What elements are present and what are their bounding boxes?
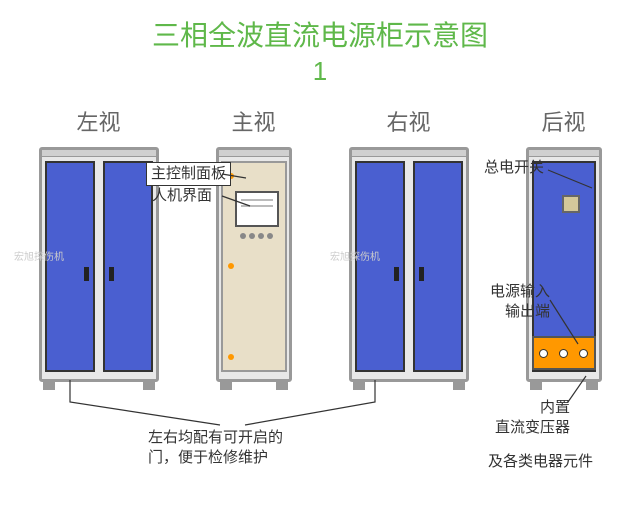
button-row-icon xyxy=(235,233,279,241)
view-back-label: 后视 xyxy=(541,105,585,137)
screen-icon xyxy=(235,191,279,227)
main-switch-icon xyxy=(562,195,580,213)
top-bar xyxy=(41,149,157,157)
handle-icon xyxy=(109,267,114,281)
door-left-panel xyxy=(355,161,405,372)
view-front: 主视 xyxy=(216,105,292,382)
top-bar xyxy=(218,149,290,157)
annot-doors-l1: 左右均配有可开启的 xyxy=(148,428,283,448)
foot-icon xyxy=(143,382,155,390)
foot-icon xyxy=(43,382,55,390)
foot-icon xyxy=(586,382,598,390)
view-right: 右视 xyxy=(349,105,469,382)
cabinet-right xyxy=(349,147,469,382)
door-left-panel xyxy=(45,161,95,372)
handle-icon xyxy=(84,267,89,281)
foot-icon xyxy=(353,382,365,390)
annot-xfmr-l2: 直流变压器 xyxy=(474,418,570,438)
annot-xfmr-l1: 内置 xyxy=(490,398,570,418)
door-right-panel xyxy=(103,161,153,372)
annot-io-l1: 电源输入 xyxy=(484,282,550,302)
annot-control-panel: 主控制面板 xyxy=(146,162,231,186)
diagram-title: 三相全波直流电源柜示意图 xyxy=(0,0,640,54)
view-back: 后视 xyxy=(526,105,602,382)
top-bar xyxy=(528,149,600,157)
annot-io-l2: 输出端 xyxy=(484,302,550,322)
handle-icon xyxy=(419,267,424,281)
foot-icon xyxy=(276,382,288,390)
cabinet-left xyxy=(39,147,159,382)
view-left-label: 左视 xyxy=(76,105,120,137)
view-right-label: 右视 xyxy=(386,105,430,137)
handle-icon xyxy=(394,267,399,281)
panel-body xyxy=(221,161,287,372)
foot-icon xyxy=(453,382,465,390)
annot-doors-l2: 门，便于检修维护 xyxy=(148,448,268,468)
annot-hmi: 人机界面 xyxy=(152,186,212,206)
io-box-icon xyxy=(532,336,596,370)
diagram-subtitle: 1 xyxy=(0,56,640,87)
foot-icon xyxy=(530,382,542,390)
bolt-icon xyxy=(228,354,234,360)
annot-main-switch: 总电开关 xyxy=(484,158,544,178)
top-bar xyxy=(351,149,467,157)
view-left: 左视 xyxy=(39,105,159,382)
bolt-icon xyxy=(228,263,234,269)
views-row: 左视 主视 右视 xyxy=(0,105,640,382)
foot-icon xyxy=(220,382,232,390)
view-front-label: 主视 xyxy=(231,105,275,137)
annot-components: 及各类电器元件 xyxy=(488,452,593,472)
cabinet-back xyxy=(526,147,602,382)
door-right-panel xyxy=(413,161,463,372)
